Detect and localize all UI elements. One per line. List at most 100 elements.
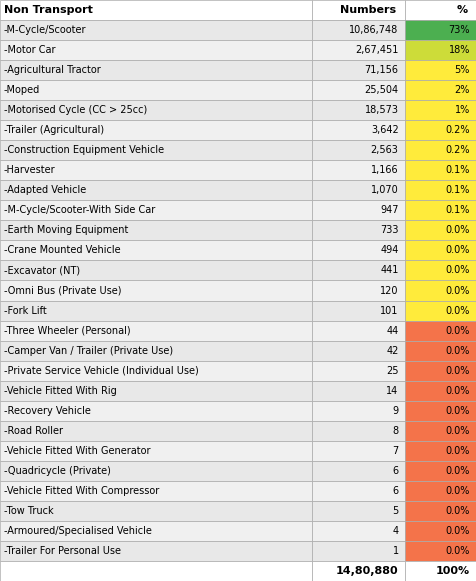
Text: 0.0%: 0.0% [446,526,470,536]
Text: 0.0%: 0.0% [446,365,470,376]
Text: -Harvester: -Harvester [4,165,56,175]
Bar [405,441,476,461]
Bar [312,100,405,120]
Bar [312,80,405,100]
Text: -Vehicle Fitted With Compressor: -Vehicle Fitted With Compressor [4,486,159,496]
Bar [312,501,405,521]
Bar [405,80,476,100]
Text: 42: 42 [386,346,398,356]
Bar [405,260,476,281]
Bar [405,461,476,481]
Bar [405,481,476,501]
Text: -Tow Truck: -Tow Truck [4,506,54,516]
Bar [405,120,476,140]
Text: 2,563: 2,563 [371,145,398,155]
Text: 1,070: 1,070 [371,185,398,195]
Text: -Adapted Vehicle: -Adapted Vehicle [4,185,86,195]
Text: 0.0%: 0.0% [446,406,470,416]
Bar [405,20,476,40]
Text: -Motorised Cycle (CC > 25cc): -Motorised Cycle (CC > 25cc) [4,105,147,115]
Bar [312,260,405,281]
Bar [405,140,476,160]
Text: 18%: 18% [448,45,470,55]
Bar [312,340,405,361]
Bar [0,541,312,561]
Bar [312,421,405,441]
Text: -Construction Equipment Vehicle: -Construction Equipment Vehicle [4,145,164,155]
Text: 494: 494 [380,245,398,256]
Text: -Fork Lift: -Fork Lift [4,306,47,315]
Text: 1,166: 1,166 [371,165,398,175]
Text: 0.0%: 0.0% [446,466,470,476]
Text: 0.0%: 0.0% [446,325,470,336]
Bar [0,401,312,421]
Text: 0.0%: 0.0% [446,346,470,356]
Bar [405,541,476,561]
Text: -Trailer For Personal Use: -Trailer For Personal Use [4,546,121,556]
Bar [405,180,476,200]
Text: 44: 44 [387,325,398,336]
Text: 0.0%: 0.0% [446,266,470,275]
Bar [312,160,405,180]
Text: 14,80,880: 14,80,880 [336,566,398,576]
Bar [0,300,312,321]
Text: -Quadricycle (Private): -Quadricycle (Private) [4,466,111,476]
Bar [0,40,312,60]
Bar [312,120,405,140]
Text: -Road Roller: -Road Roller [4,426,63,436]
Bar [405,60,476,80]
Bar [312,0,405,20]
Bar [0,100,312,120]
Text: 2,67,451: 2,67,451 [355,45,398,55]
Bar [312,140,405,160]
Bar [0,461,312,481]
Text: 0.1%: 0.1% [446,185,470,195]
Bar [405,321,476,340]
Bar [405,40,476,60]
Text: -Motor Car: -Motor Car [4,45,56,55]
Bar [0,281,312,300]
Text: 0.2%: 0.2% [446,125,470,135]
Text: 0.2%: 0.2% [446,145,470,155]
Text: 71,156: 71,156 [365,65,398,75]
Text: 441: 441 [380,266,398,275]
Bar [405,361,476,381]
Bar [405,561,476,581]
Bar [312,441,405,461]
Text: -Trailer (Agricultural): -Trailer (Agricultural) [4,125,104,135]
Text: 1%: 1% [455,105,470,115]
Text: 5%: 5% [455,65,470,75]
Bar [405,401,476,421]
Bar [312,281,405,300]
Bar [405,241,476,260]
Bar [0,501,312,521]
Text: 0.0%: 0.0% [446,506,470,516]
Bar [0,321,312,340]
Text: 6: 6 [393,486,398,496]
Text: -Vehicle Fitted With Generator: -Vehicle Fitted With Generator [4,446,150,456]
Text: -Crane Mounted Vehicle: -Crane Mounted Vehicle [4,245,120,256]
Text: 0.0%: 0.0% [446,446,470,456]
Text: Non Transport: Non Transport [4,5,93,15]
Bar [405,220,476,241]
Bar [0,200,312,220]
Text: -Recovery Vehicle: -Recovery Vehicle [4,406,91,416]
Bar [0,140,312,160]
Text: -Omni Bus (Private Use): -Omni Bus (Private Use) [4,285,121,296]
Text: 120: 120 [380,285,398,296]
Text: 100%: 100% [436,566,470,576]
Bar [405,100,476,120]
Bar [312,521,405,541]
Bar [0,220,312,241]
Bar [312,20,405,40]
Bar [312,461,405,481]
Text: 101: 101 [380,306,398,315]
Bar [405,340,476,361]
Bar [0,381,312,401]
Bar [0,120,312,140]
Bar [312,200,405,220]
Bar [312,381,405,401]
Bar [405,300,476,321]
Bar [405,0,476,20]
Bar [405,521,476,541]
